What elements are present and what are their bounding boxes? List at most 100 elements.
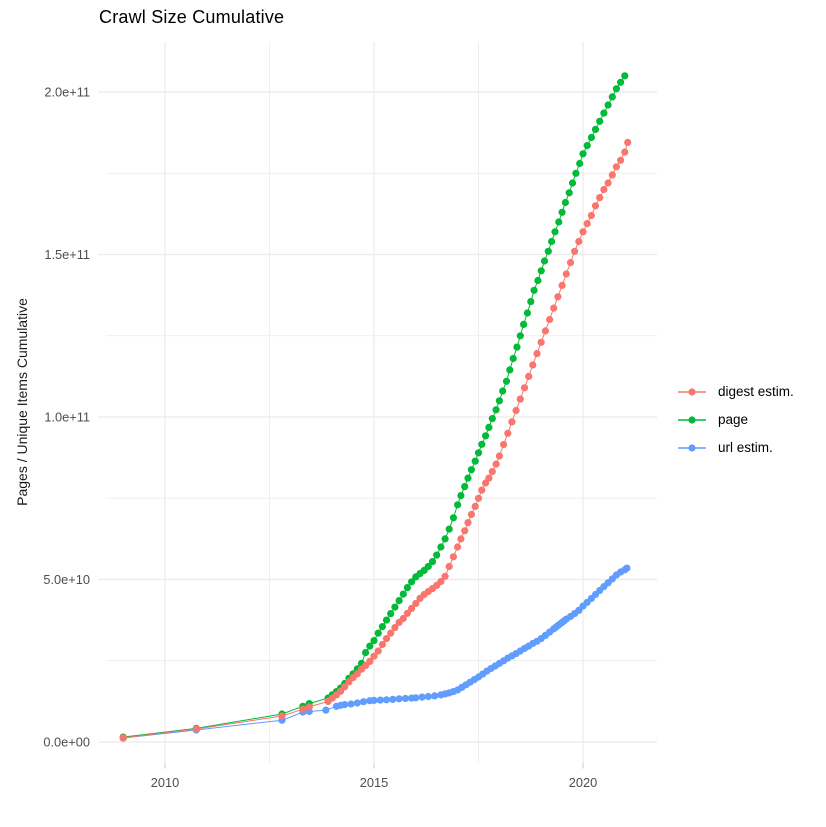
- data-point: [119, 734, 127, 742]
- data-point: [572, 169, 580, 177]
- data-point: [534, 276, 542, 285]
- legend-key-line-dot-icon: [678, 443, 706, 452]
- data-point: [403, 609, 411, 617]
- data-point: [485, 423, 493, 431]
- data-point: [492, 460, 500, 468]
- legend: digest estim. page url estim.: [677, 382, 794, 457]
- data-point: [579, 228, 587, 236]
- data-point: [548, 237, 556, 246]
- data-point: [408, 578, 416, 586]
- data-point: [608, 93, 616, 101]
- data-point: [457, 492, 465, 500]
- y-axis-title: Pages / Unique Items Cumulative: [14, 298, 30, 506]
- x-tick-label: 2010: [151, 775, 179, 790]
- data-point: [437, 577, 445, 586]
- data-point: [378, 623, 386, 631]
- x-tick-label: 2020: [569, 775, 597, 790]
- data-point: [520, 320, 528, 328]
- data-point: [583, 142, 591, 150]
- data-point: [389, 695, 397, 704]
- data-point: [395, 597, 403, 605]
- data-point: [600, 185, 608, 194]
- data-point: [529, 361, 537, 369]
- data-point: [565, 189, 573, 197]
- data-point: [544, 247, 552, 255]
- data-point: [551, 228, 559, 236]
- data-series: [119, 72, 632, 742]
- axis-ticks: [164, 763, 584, 769]
- data-point: [488, 468, 496, 476]
- data-point: [362, 649, 370, 657]
- legend-key-line-dot-icon: [678, 387, 706, 396]
- data-point: [305, 703, 313, 711]
- data-point: [591, 125, 600, 133]
- data-point: [445, 525, 453, 533]
- data-point: [428, 558, 437, 566]
- data-point: [520, 384, 529, 392]
- data-point: [623, 564, 631, 572]
- data-point: [403, 584, 411, 592]
- data-point: [596, 194, 604, 202]
- data-point: [554, 293, 562, 301]
- data-point: [533, 350, 541, 358]
- data-point: [608, 171, 616, 179]
- data-point: [512, 406, 520, 415]
- data-point: [391, 603, 399, 611]
- data-point: [366, 642, 374, 650]
- legend-key-line-dot-icon: [678, 415, 706, 424]
- data-point: [341, 701, 349, 709]
- y-tick-label: 1.0e+11: [44, 409, 90, 424]
- gridlines: [98, 42, 657, 763]
- data-point: [617, 78, 625, 86]
- data-point: [550, 304, 558, 312]
- data-point: [555, 218, 563, 226]
- data-point: [576, 159, 584, 168]
- data-point: [370, 696, 378, 705]
- data-point: [408, 604, 416, 613]
- legend-label: digest estim.: [718, 384, 794, 399]
- data-point: [596, 117, 604, 125]
- data-point: [561, 198, 570, 207]
- data-point: [395, 695, 403, 703]
- data-point: [474, 494, 483, 502]
- data-point: [502, 377, 511, 385]
- data-point: [506, 366, 514, 374]
- series-digest-estim-: [119, 138, 632, 742]
- data-point: [347, 700, 355, 708]
- data-point: [600, 109, 608, 117]
- data-point: [424, 692, 432, 701]
- data-point: [612, 163, 621, 171]
- data-point: [566, 259, 575, 267]
- data-point: [382, 696, 391, 704]
- data-point: [353, 670, 361, 678]
- data-point: [509, 354, 517, 363]
- data-point: [471, 502, 479, 510]
- data-point: [341, 683, 349, 691]
- data-point: [387, 610, 395, 618]
- data-point: [540, 257, 549, 265]
- data-point: [537, 267, 545, 275]
- data-point: [322, 706, 330, 714]
- data-point: [441, 535, 449, 543]
- data-point: [513, 343, 521, 351]
- data-point: [299, 705, 307, 713]
- y-tick-label: 2.0e+11: [44, 84, 90, 99]
- data-point: [431, 692, 439, 700]
- data-point: [499, 387, 507, 395]
- data-point: [617, 156, 625, 164]
- data-point: [508, 418, 516, 426]
- data-point: [587, 133, 596, 142]
- data-point: [523, 309, 532, 317]
- legend-item-digest-estim: digest estim.: [677, 382, 794, 401]
- data-point: [399, 590, 407, 598]
- data-point: [391, 624, 399, 632]
- data-point: [424, 562, 432, 571]
- data-point: [449, 514, 457, 522]
- data-point: [374, 647, 382, 655]
- data-point: [482, 432, 490, 440]
- data-point: [478, 486, 486, 494]
- data-point: [558, 208, 566, 216]
- data-point: [612, 85, 621, 93]
- y-tick-label: 1.5e+11: [44, 247, 90, 262]
- data-point: [568, 179, 577, 187]
